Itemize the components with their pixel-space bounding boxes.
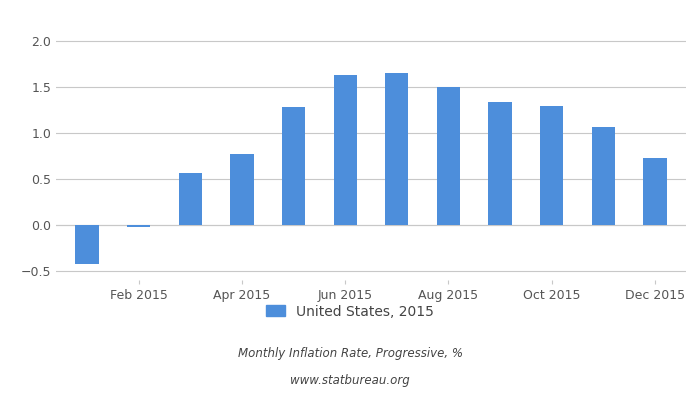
Bar [76,225,99,264]
Bar [643,158,666,225]
Bar [592,127,615,225]
Bar [230,154,253,225]
Bar [489,102,512,225]
Bar [437,87,460,225]
Bar [127,225,150,227]
Bar [282,107,305,225]
Text: www.statbureau.org: www.statbureau.org [290,374,410,387]
Bar [178,174,202,225]
Legend: United States, 2015: United States, 2015 [260,299,440,324]
Bar [334,75,357,225]
Bar [385,73,408,225]
Text: Monthly Inflation Rate, Progressive, %: Monthly Inflation Rate, Progressive, % [237,348,463,360]
Bar [540,106,564,225]
